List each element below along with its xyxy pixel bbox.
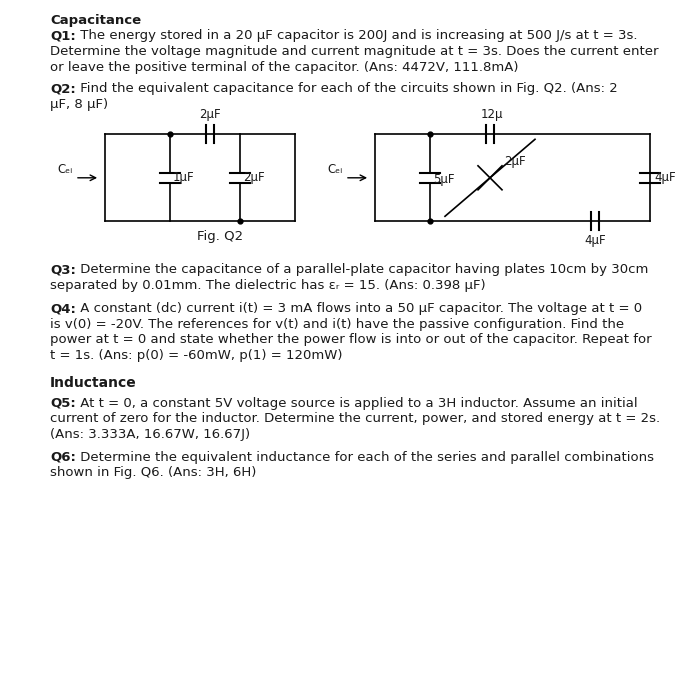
Text: Fig. Q2: Fig. Q2: [197, 230, 243, 243]
Text: Find the equivalent capacitance for each of the circuits shown in Fig. Q2. (Ans:: Find the equivalent capacitance for each…: [76, 82, 617, 95]
Text: Cₑᵢ: Cₑᵢ: [57, 163, 73, 176]
Text: 5μF: 5μF: [433, 173, 454, 186]
Text: μF, 8 μF): μF, 8 μF): [50, 97, 108, 111]
Text: The energy stored in a 20 μF capacitor is 200J and is increasing at 500 J/s at t: The energy stored in a 20 μF capacitor i…: [76, 29, 637, 42]
Text: A constant (dc) current i(t) = 3 mA flows into a 50 μF capacitor. The voltage at: A constant (dc) current i(t) = 3 mA flow…: [76, 302, 642, 315]
Text: Q5:: Q5:: [50, 396, 76, 409]
Text: At t = 0, a constant 5V voltage source is applied to a 3H inductor. Assume an in: At t = 0, a constant 5V voltage source i…: [76, 396, 638, 409]
Text: Inductance: Inductance: [50, 377, 136, 390]
Text: Q3:: Q3:: [50, 264, 76, 276]
Text: Determine the equivalent inductance for each of the series and parallel combinat: Determine the equivalent inductance for …: [76, 451, 654, 464]
Text: shown in Fig. Q6. (Ans: 3H, 6H): shown in Fig. Q6. (Ans: 3H, 6H): [50, 466, 256, 479]
Text: current of zero for the inductor. Determine the current, power, and stored energ: current of zero for the inductor. Determ…: [50, 412, 660, 425]
Text: is v(0) = -20V. The references for v(t) and i(t) have the passive configuration.: is v(0) = -20V. The references for v(t) …: [50, 317, 624, 330]
Text: t = 1s. (Ans: p(0) = -60mW, p(1) = 120mW): t = 1s. (Ans: p(0) = -60mW, p(1) = 120mW…: [50, 349, 342, 362]
Text: Q4:: Q4:: [50, 302, 76, 315]
Text: Capacitance: Capacitance: [50, 14, 141, 27]
Text: (Ans: 3.333A, 16.67W, 16.67J): (Ans: 3.333A, 16.67W, 16.67J): [50, 428, 250, 441]
Text: separated by 0.01mm. The dielectric has εᵣ = 15. (Ans: 0.398 μF): separated by 0.01mm. The dielectric has …: [50, 279, 486, 291]
Text: 1μF: 1μF: [173, 172, 195, 185]
Text: or leave the positive terminal of the capacitor. (Ans: 4472V, 111.8mA): or leave the positive terminal of the ca…: [50, 61, 519, 74]
Text: Q6:: Q6:: [50, 451, 76, 464]
Text: Determine the capacitance of a parallel-plate capacitor having plates 10cm by 30: Determine the capacitance of a parallel-…: [76, 264, 648, 276]
Text: 2μF: 2μF: [243, 172, 265, 185]
Text: Determine the voltage magnitude and current magnitude at t = 3s. Does the curren: Determine the voltage magnitude and curr…: [50, 45, 659, 58]
Text: 2μF: 2μF: [199, 108, 220, 121]
Text: Q1:: Q1:: [50, 29, 76, 42]
Text: 12μ: 12μ: [481, 108, 503, 121]
Text: power at t = 0 and state whether the power flow is into or out of the capacitor.: power at t = 0 and state whether the pow…: [50, 333, 652, 346]
Text: 4μF: 4μF: [654, 172, 676, 185]
Text: 4μF: 4μF: [584, 234, 606, 247]
Text: 2μF: 2μF: [504, 155, 526, 168]
Text: Q2:: Q2:: [50, 82, 76, 95]
Text: Cₑᵢ: Cₑᵢ: [328, 163, 343, 176]
